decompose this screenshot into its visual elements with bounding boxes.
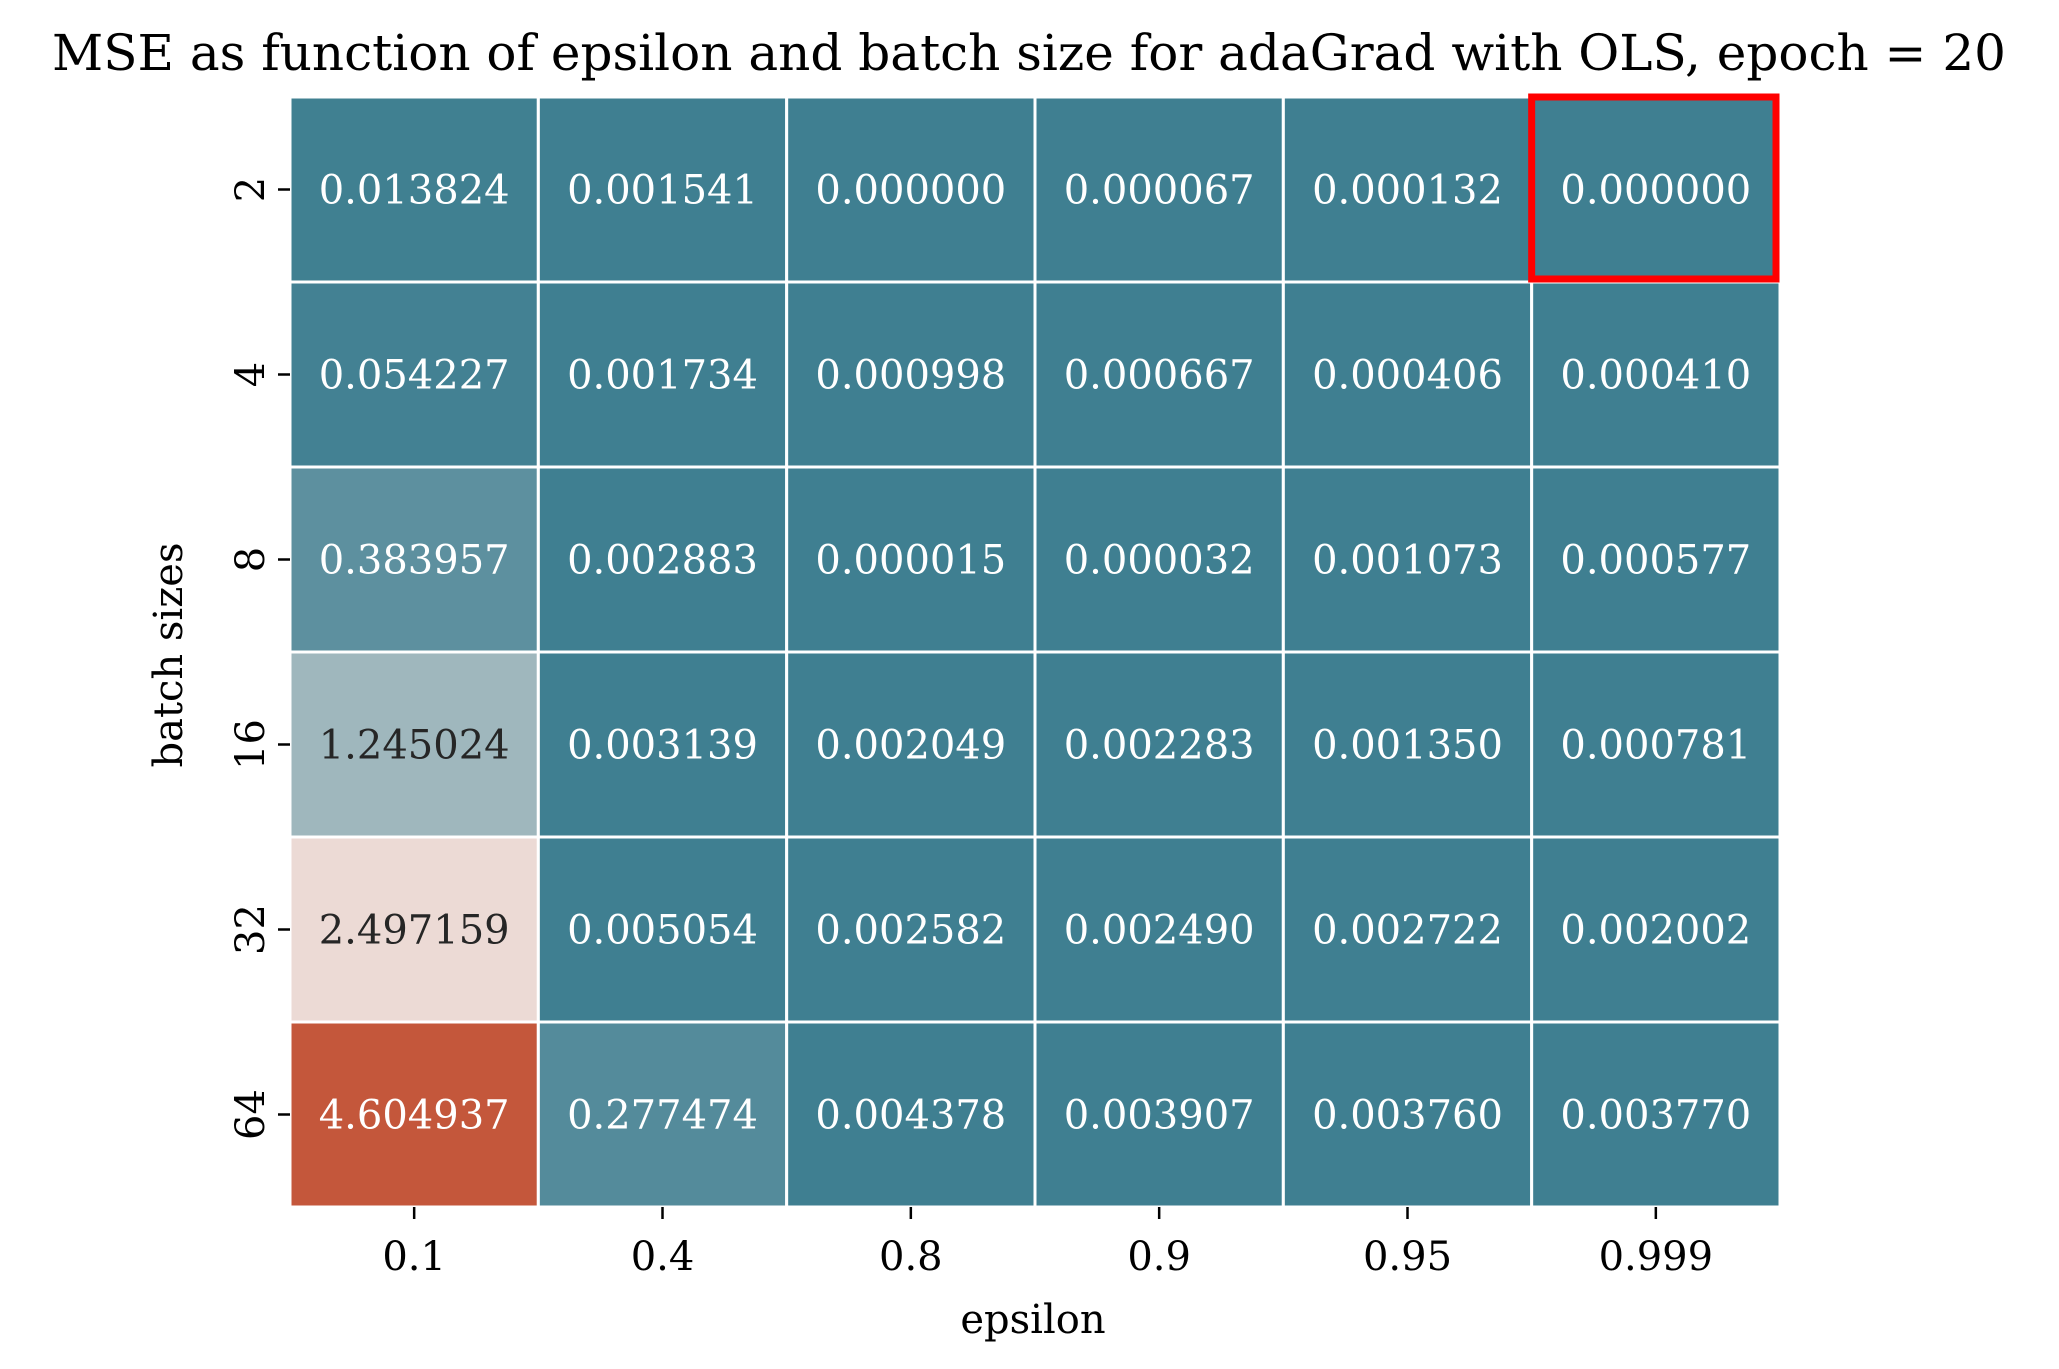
heatmap-cell	[1281, 465, 1534, 654]
y-axis-ticks: 2 4 8 16 32 64	[228, 177, 290, 1140]
cell-value-label: 0.000015	[815, 538, 1006, 584]
heatmap-cell	[1033, 835, 1285, 1024]
cell-value-label: 0.054227	[319, 353, 510, 399]
cell-value-label: 0.002883	[567, 538, 758, 584]
x-tick-label: 0.8	[879, 1234, 943, 1280]
x-tick-label: 0.1	[382, 1234, 446, 1280]
cell-value-label: 0.383957	[319, 538, 510, 584]
heatmap-cell	[1033, 280, 1285, 469]
cell-value-label: 0.000998	[815, 353, 1006, 399]
heatmap-cell	[536, 95, 789, 284]
cell-value-label: 0.000132	[1312, 168, 1503, 214]
cell-value-label: 0.001350	[1312, 723, 1503, 769]
cell-value-label: 0.005054	[567, 908, 758, 954]
cell-value-label: 0.013824	[319, 168, 510, 214]
heatmap-cell	[1530, 650, 1782, 839]
cell-value-label: 0.000067	[1064, 168, 1255, 214]
heatmap-cells	[288, 95, 1782, 1209]
heatmap-cell	[785, 835, 1037, 1024]
cell-value-label: 0.003139	[567, 723, 758, 769]
y-tick-label: 64	[228, 1089, 274, 1140]
heatmap-cell	[1281, 650, 1534, 839]
heatmap-cell-labels: 0.013824 0.001541 0.000000 0.000067 0.000132…	[319, 168, 1752, 1139]
cell-value-label: 0.000577	[1560, 538, 1751, 584]
x-tick-label: 0.999	[1599, 1234, 1714, 1280]
cell-value-label: 0.001734	[567, 353, 758, 399]
x-axis-label: epsilon	[960, 1297, 1105, 1343]
heatmap-cell	[288, 1020, 540, 1209]
cell-value-label: 0.002490	[1064, 908, 1255, 954]
chart-title: MSE as function of epsilon and batch siz…	[52, 24, 2006, 82]
heatmap-cell	[536, 650, 789, 839]
cell-value-label: 0.002582	[815, 908, 1006, 954]
y-tick-label: 4	[228, 362, 274, 387]
cell-value-label: 0.277474	[567, 1093, 758, 1139]
heatmap-cell	[785, 650, 1037, 839]
heatmap-cell	[1033, 650, 1285, 839]
cell-value-label: 0.000410	[1560, 353, 1751, 399]
cell-value-label: 0.003907	[1064, 1093, 1255, 1139]
cell-value-label: 0.000781	[1560, 723, 1751, 769]
heatmap-cell	[1281, 835, 1534, 1024]
x-axis-ticks: 0.1 0.4 0.8 0.9 0.95 0.999	[382, 1207, 1713, 1280]
cell-value-label: 4.604937	[319, 1093, 510, 1139]
y-tick-label: 8	[228, 547, 274, 572]
heatmap-cell	[1530, 835, 1782, 1024]
cell-value-label: 0.000000	[815, 168, 1006, 214]
highlighted-cell-box	[1528, 93, 1780, 283]
heatmap-cell	[1530, 95, 1782, 284]
heatmap-cell	[1281, 1020, 1534, 1209]
y-axis-label: batch sizes	[146, 543, 192, 768]
heatmap-cell	[288, 835, 540, 1024]
cell-value-label: 0.003760	[1312, 1093, 1503, 1139]
cell-value-label: 0.002002	[1560, 908, 1751, 954]
x-tick-label: 0.9	[1127, 1234, 1191, 1280]
cell-value-label: 0.002722	[1312, 908, 1503, 954]
heatmap-cell	[1530, 465, 1782, 654]
heatmap-cell	[1033, 465, 1285, 654]
cell-value-label: 1.245024	[319, 723, 510, 769]
y-tick-label: 32	[228, 904, 274, 955]
heatmap-cell	[536, 280, 789, 469]
y-tick-label: 16	[228, 719, 274, 770]
y-tick-label: 2	[228, 177, 274, 202]
heatmap-cell	[785, 95, 1037, 284]
x-tick-label: 0.95	[1363, 1234, 1452, 1280]
heatmap-cell	[288, 95, 540, 284]
heatmap-cell	[1530, 280, 1782, 469]
cell-value-label: 2.497159	[319, 908, 510, 954]
cell-value-label: 0.002049	[815, 723, 1006, 769]
cell-value-label: 0.000667	[1064, 353, 1255, 399]
heatmap-cell	[288, 650, 540, 839]
heatmap-cell	[1033, 95, 1285, 284]
cell-value-label: 0.000032	[1064, 538, 1255, 584]
cell-value-label: 0.002283	[1064, 723, 1255, 769]
cell-value-label: 0.000000	[1560, 168, 1751, 214]
cell-value-label: 0.004378	[815, 1093, 1006, 1139]
x-tick-label: 0.4	[631, 1234, 695, 1280]
cell-value-label: 0.000406	[1312, 353, 1503, 399]
heatmap-cell	[1530, 1020, 1782, 1209]
heatmap-cell	[536, 465, 789, 654]
cell-value-label: 0.001541	[567, 168, 758, 214]
cell-value-label: 0.003770	[1560, 1093, 1751, 1139]
cell-value-label: 0.001073	[1312, 538, 1503, 584]
